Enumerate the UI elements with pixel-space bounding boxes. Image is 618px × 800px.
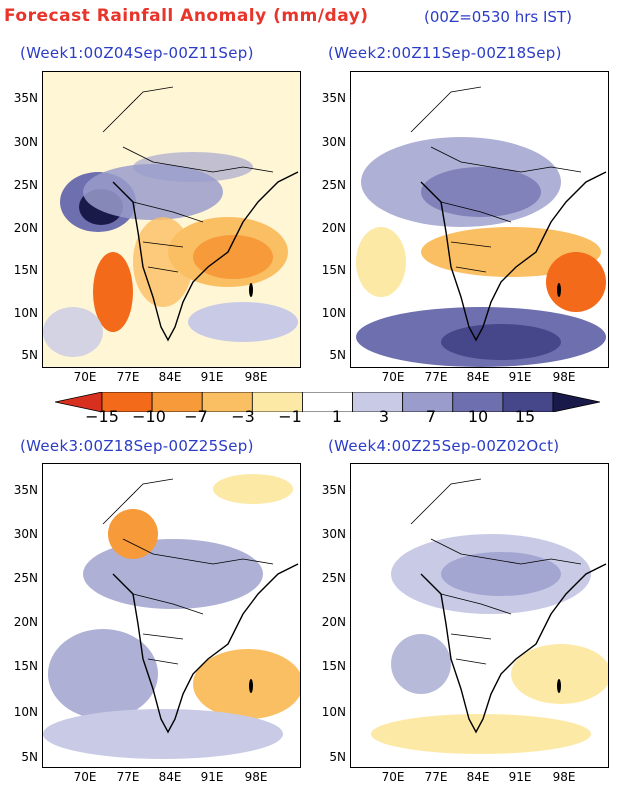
panel-week3-title: (Week3:00Z18Sep-00Z25Sep) xyxy=(20,437,254,455)
lon-label: 91E xyxy=(508,770,532,784)
lat-label: 25N xyxy=(321,178,346,192)
lat-label: 30N xyxy=(321,527,346,541)
colorbar-segment xyxy=(302,391,353,413)
lat-label: 10N xyxy=(13,306,38,320)
colorbar-label: −3 xyxy=(231,407,255,426)
lat-label: 25N xyxy=(13,178,38,192)
lat-label: 10N xyxy=(13,705,38,719)
lon-label: 91E xyxy=(508,370,532,384)
lat-label: 25N xyxy=(13,571,38,585)
lat-label: 35N xyxy=(321,91,346,105)
borders-week3 xyxy=(102,478,274,665)
lat-labels-left: 35N 30N 25N 20N 15N 10N 5N 35N 30N 25N 2… xyxy=(0,0,42,800)
map-panel-week1 xyxy=(42,71,301,368)
lon-label: 84E xyxy=(466,770,490,784)
coastline-week4 xyxy=(420,563,607,734)
colorbar-label: 1 xyxy=(331,407,343,426)
anomaly-shading-week1 xyxy=(43,72,300,367)
lat-label: 5N xyxy=(329,348,346,362)
colorbar-label: −15 xyxy=(85,407,119,426)
colorbar-segment xyxy=(552,391,601,413)
lon-label: 77E xyxy=(424,370,448,384)
lon-label: 70E xyxy=(381,370,405,384)
borders-week1 xyxy=(102,86,274,273)
lat-label: 10N xyxy=(321,705,346,719)
lon-label: 77E xyxy=(116,770,140,784)
lat-label: 5N xyxy=(329,750,346,764)
lon-label: 70E xyxy=(73,770,97,784)
panel-week2-title: (Week2:00Z11Sep-00Z18Sep) xyxy=(328,44,562,62)
sri-lanka-marker xyxy=(249,283,253,297)
coastline-week3 xyxy=(112,563,299,734)
panel-week4-title: (Week4:00Z25Sep-00Z02Oct) xyxy=(328,437,560,455)
lon-label: 84E xyxy=(158,770,182,784)
lat-label: 35N xyxy=(321,483,346,497)
lat-label: 30N xyxy=(13,527,38,541)
lat-label: 10N xyxy=(321,306,346,320)
lat-labels-right: 35N 30N 25N 20N 15N 10N 5N 35N 30N 25N 2… xyxy=(308,0,350,800)
colorbar-svg xyxy=(54,391,601,413)
lat-label: 35N xyxy=(13,91,38,105)
lat-label: 30N xyxy=(321,135,346,149)
lat-label: 20N xyxy=(321,615,346,629)
borders-week4 xyxy=(410,478,582,665)
lon-label: 77E xyxy=(116,370,140,384)
colorbar-label: 7 xyxy=(425,407,437,426)
colorbar-label: −7 xyxy=(184,407,208,426)
lat-label: 20N xyxy=(321,221,346,235)
coastline-week2 xyxy=(420,171,607,342)
colorbar xyxy=(54,391,601,413)
lat-label: 20N xyxy=(13,615,38,629)
coastline-week1 xyxy=(112,171,299,342)
colorbar-segment xyxy=(352,391,404,413)
lat-label: 35N xyxy=(13,483,38,497)
map-panel-week3 xyxy=(42,463,301,768)
lat-label: 15N xyxy=(321,659,346,673)
lon-label: 77E xyxy=(424,770,448,784)
lat-label: 25N xyxy=(321,571,346,585)
lat-label: 5N xyxy=(21,348,38,362)
lon-label: 91E xyxy=(200,370,224,384)
lat-label: 30N xyxy=(13,135,38,149)
lon-label: 98E xyxy=(552,370,576,384)
lon-label: 98E xyxy=(552,770,576,784)
anomaly-shading-week3 xyxy=(43,464,300,767)
lat-label: 15N xyxy=(13,659,38,673)
lat-label: 20N xyxy=(13,221,38,235)
colorbar-label: 15 xyxy=(514,407,536,426)
colorbar-label: −10 xyxy=(132,407,166,426)
lat-label: 5N xyxy=(21,750,38,764)
lat-label: 15N xyxy=(13,263,38,277)
time-note: (00Z=0530 hrs IST) xyxy=(424,8,572,26)
map-panel-week2 xyxy=(350,71,609,368)
colorbar-label: 10 xyxy=(467,407,489,426)
lon-label: 84E xyxy=(466,370,490,384)
lat-label: 15N xyxy=(321,263,346,277)
map-panel-week4 xyxy=(350,463,609,768)
colorbar-label: −1 xyxy=(278,407,302,426)
page-title: Forecast Rainfall Anomaly (mm/day) xyxy=(4,6,369,26)
colorbar-label: 3 xyxy=(378,407,390,426)
anomaly-shading-week4 xyxy=(351,464,608,767)
lon-label: 91E xyxy=(200,770,224,784)
lon-label: 70E xyxy=(73,370,97,384)
lon-label: 98E xyxy=(244,770,268,784)
anomaly-shading-week2 xyxy=(351,72,608,367)
lon-label: 98E xyxy=(244,370,268,384)
lon-label: 70E xyxy=(381,770,405,784)
borders-week2 xyxy=(410,86,582,273)
panel-week1-title: (Week1:00Z04Sep-00Z11Sep) xyxy=(20,44,254,62)
lon-label: 84E xyxy=(158,370,182,384)
